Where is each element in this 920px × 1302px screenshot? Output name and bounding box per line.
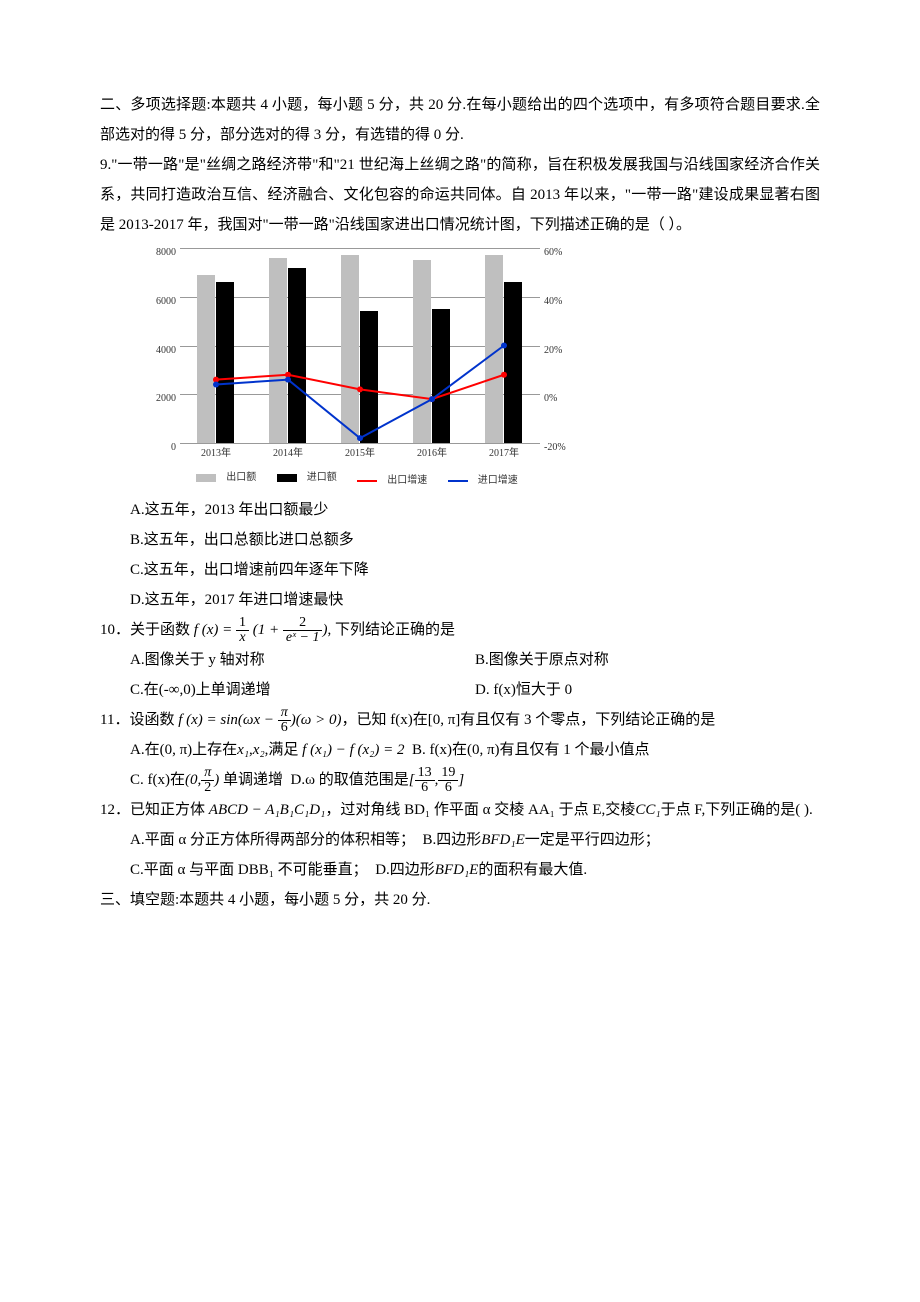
frac-n: 1 xyxy=(236,616,249,631)
q11-optC-post: 单调递增 xyxy=(223,772,283,788)
q11-num: 11． xyxy=(100,712,129,728)
q12-optB-pre: B.四边形 xyxy=(422,832,481,848)
q12-optA: A.平面 α 分正方体所得两部分的体积相等； xyxy=(130,832,415,848)
q12-optB-post: 一定是平行四边形； xyxy=(525,832,660,848)
int-r: ) xyxy=(214,772,219,788)
q9-optD: D.这五年，2017 年进口增速最快 xyxy=(100,585,820,615)
q11-fx: f (x) = sin(ωx − xyxy=(178,712,274,728)
q12-optD-post: 的面积有最大值. xyxy=(478,862,587,878)
section2-header: 二、多项选择题:本题共 4 小题，每小题 5 分，共 20 分.在每小题给出的四… xyxy=(100,90,820,150)
legend-import-bar: 进口额 xyxy=(307,468,337,488)
q10-num: 10． xyxy=(100,622,130,638)
q11-pre: 设函数 xyxy=(129,712,174,728)
q10-post: , 下列结论正确的是 xyxy=(327,622,455,638)
q12-cc1: CC₁ xyxy=(635,802,660,818)
q9-optC: C.这五年，出口增速前四年逐年下降 xyxy=(100,555,820,585)
frac-n: π xyxy=(201,766,214,781)
frac-d: 6 xyxy=(415,781,435,795)
chart-legend: 出口额 进口额 出口增速 进口增速 xyxy=(140,468,580,491)
q10-optC: C.在(-∞,0)上单调递增 xyxy=(130,675,475,705)
q12-post: 于点 F,下列正确的是( ). xyxy=(661,802,813,818)
frac-d: x xyxy=(236,631,249,645)
q12-optAB: A.平面 α 分正方体所得两部分的体积相等； B.四边形BFD₁E一定是平行四边… xyxy=(100,825,820,855)
q12-num: 12． xyxy=(100,802,130,818)
frac-d: 6 xyxy=(278,721,291,735)
frac-d: eˣ − 1 xyxy=(283,631,323,645)
int-l: (0, xyxy=(185,772,201,788)
q12-optD-pre: D.四边形 xyxy=(375,862,435,878)
legend-export-line: 出口增速 xyxy=(387,471,427,491)
q12-optCD: C.平面 α 与平面 DBB₁ 不可能垂直； D.四边形BFD₁E的面积有最大值… xyxy=(100,855,820,885)
q10-stem: 10．关于函数 f (x) = 1x (1 + 2eˣ − 1), 下列结论正确… xyxy=(100,615,820,645)
frac-n: 19 xyxy=(438,766,458,781)
q10-optD: D. f(x)恒大于 0 xyxy=(475,675,820,705)
q11-post: ，已知 f(x)在[0, π]有且仅有 3 个零点，下列结论正确的是 xyxy=(342,712,716,728)
q12-mid: ，过对角线 BD₁ 作平面 α 交棱 AA₁ 于点 E,交棱 xyxy=(325,802,635,818)
frac-n: 2 xyxy=(283,616,323,631)
q10-pre: 关于函数 xyxy=(130,622,190,638)
q10-optB: B.图像关于原点对称 xyxy=(475,645,820,675)
q12-stem: 12．已知正方体 ABCD − A₁B₁C₁D₁，过对角线 BD₁ 作平面 α … xyxy=(100,795,820,825)
q12-cube: ABCD − A₁B₁C₁D₁ xyxy=(209,802,326,818)
q11-optA-pre: A.在(0, π)上存在 xyxy=(130,742,237,758)
q9-optB: B.这五年，出口总额比进口总额多 xyxy=(100,525,820,555)
q9-chart: 0-20%20000%400020%600040%800060% 2013年20… xyxy=(140,248,580,491)
q12-pre: 已知正方体 xyxy=(130,802,205,818)
r-r: ] xyxy=(458,772,464,788)
q11-stem: 11．设函数 f (x) = sin(ωx − π6)(ω > 0)，已知 f(… xyxy=(100,705,820,735)
legend-import-line: 进口增速 xyxy=(478,471,518,491)
legend-export-bar: 出口额 xyxy=(226,468,256,488)
frac-n: 13 xyxy=(415,766,435,781)
frac-d: 6 xyxy=(438,781,458,795)
bfd1e: BFD₁E xyxy=(481,832,525,848)
q11-optAB: A.在(0, π)上存在x₁,x₂,满足 f (x₁) − f (x₂) = 2… xyxy=(100,735,820,765)
x1: x₁ xyxy=(237,742,249,758)
q11-optCD: C. f(x)在(0,π2) 单调递增 D.ω 的取值范围是[136,196] xyxy=(100,765,820,795)
frac-d: 2 xyxy=(201,781,214,795)
q11-optA-mid: ,满足 xyxy=(265,742,299,758)
q11-optD-pre: D.ω 的取值范围是 xyxy=(291,772,409,788)
q11-optC-pre: C. f(x)在 xyxy=(130,772,185,788)
section3-header: 三、填空题:本题共 4 小题，每小题 5 分，共 20 分. xyxy=(100,885,820,915)
q9-stem: 9."一带一路"是"丝绸之路经济带"和"21 世纪海上丝绸之路"的简称，旨在积极… xyxy=(100,150,820,240)
q11-fx1: f (x₁) − f (x₂) = 2 xyxy=(302,742,404,758)
q9-optA: A.这五年，2013 年出口额最少 xyxy=(100,495,820,525)
bfd1e-2: BFD₁E xyxy=(435,862,479,878)
q11-cond: )(ω > 0) xyxy=(291,712,342,728)
x2: x₂ xyxy=(253,742,265,758)
q10-lp: (1 + xyxy=(253,622,279,638)
q12-optC: C.平面 α 与平面 DBB₁ 不可能垂直； xyxy=(130,862,368,878)
frac-n: π xyxy=(278,706,291,721)
q10-fx: f (x) = xyxy=(194,622,232,638)
q11-optB: B. f(x)在(0, π)有且仅有 1 个最小值点 xyxy=(412,742,650,758)
q10-optA: A.图像关于 y 轴对称 xyxy=(130,645,475,675)
